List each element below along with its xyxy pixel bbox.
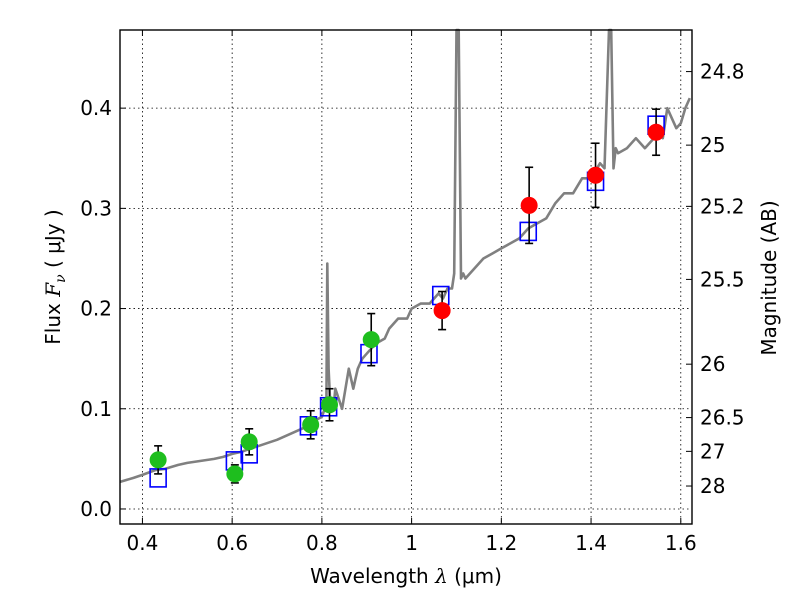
plot-frame [119, 29, 693, 525]
data-point [647, 123, 665, 141]
x-tick-labels: 0.4 0.6 0.8 1 1.2 1.4 1.6 [127, 531, 697, 555]
x-tick-label: 1.4 [575, 531, 607, 555]
y-tick-label: 0.3 [80, 196, 112, 220]
x-tick-label: 1.2 [485, 531, 517, 555]
axis-ticks [120, 30, 692, 524]
x-axis-title: Wavelength λ (μm) [310, 564, 502, 588]
magnitude-tick-label: 26.5 [700, 406, 745, 430]
magnitude-tick-label: 25.2 [700, 194, 745, 218]
magnitude-tick-label: 25 [700, 133, 725, 157]
magnitude-tick-label: 25.5 [700, 267, 745, 291]
magnitude-axis-title: Magnitude (AB) [757, 200, 781, 355]
data-point [302, 416, 320, 434]
magnitude-tick-labels: 24.8 25 25.2 25.5 26 26.5 27 28 [700, 60, 745, 498]
model-spectrum-line [119, 28, 691, 484]
markers [149, 108, 665, 488]
data-point [240, 433, 258, 451]
y-tick-label: 0.0 [80, 497, 112, 521]
magnitude-tick-label: 27 [700, 439, 725, 463]
grid [120, 30, 692, 524]
data-point [226, 465, 244, 483]
x-tick-label: 0.8 [306, 531, 338, 555]
model-photometry-box [519, 221, 538, 242]
data-point [321, 396, 339, 414]
data-point [587, 166, 605, 184]
magnitude-tick-label: 24.8 [700, 60, 745, 84]
magnitude-tick-label: 28 [700, 474, 725, 498]
x-tick-label: 0.6 [216, 531, 248, 555]
y-tick-labels: 0.0 0.1 0.2 0.3 0.4 [80, 96, 112, 521]
data-point [362, 331, 380, 349]
y-tick-label: 0.2 [80, 297, 112, 321]
y-axis-title: Flux Fν ( μJy ) [41, 209, 69, 344]
model-spectrum [119, 28, 691, 484]
y-tick-label: 0.1 [80, 397, 112, 421]
data-point [149, 451, 167, 469]
data-point [433, 302, 451, 320]
data-point [520, 196, 538, 214]
x-tick-label: 1.6 [665, 531, 697, 555]
magnitude-tick-label: 26 [700, 352, 725, 376]
x-tick-label: 1 [405, 531, 418, 555]
x-tick-label: 0.4 [127, 531, 159, 555]
y-tick-label: 0.4 [80, 96, 112, 120]
